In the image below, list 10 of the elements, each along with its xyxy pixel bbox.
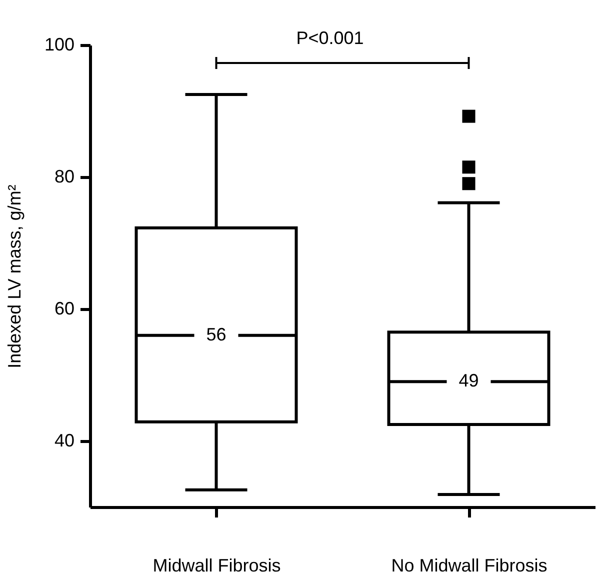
text: 49 bbox=[458, 370, 479, 391]
y-tick-label: 80 bbox=[54, 166, 74, 186]
x-tick-label: Midwall Fibrosis bbox=[152, 556, 281, 576]
x-tick-label: No Midwall Fibrosis bbox=[391, 556, 548, 576]
y-tick-label: 60 bbox=[54, 298, 74, 318]
text: 56 bbox=[206, 324, 226, 344]
annotation: P<0.001 bbox=[296, 28, 364, 48]
y-axis-title: Indexed LV mass, g/m² bbox=[4, 184, 24, 368]
y-tick-label: 40 bbox=[54, 430, 74, 450]
y-tick-label: 100 bbox=[44, 34, 74, 54]
